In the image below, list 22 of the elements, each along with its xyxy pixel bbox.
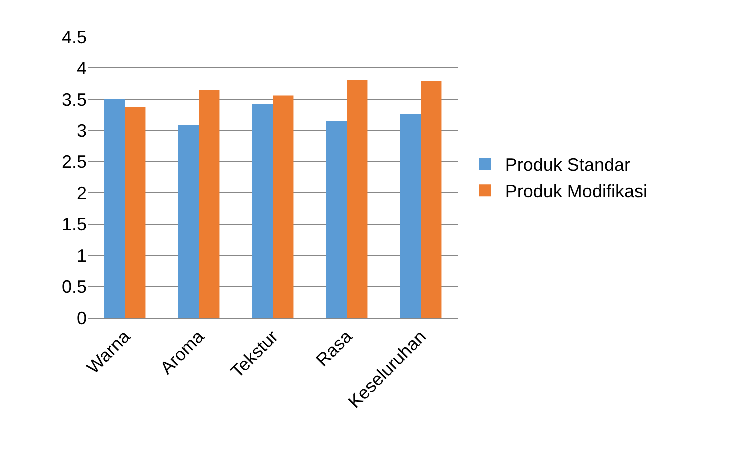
y-tick-label: 3 bbox=[76, 120, 87, 141]
bar bbox=[273, 96, 294, 318]
y-tick-label: 2 bbox=[76, 183, 87, 204]
y-tick-label: 3.5 bbox=[62, 90, 87, 110]
bar bbox=[252, 104, 273, 318]
y-tick-label: 4 bbox=[76, 58, 87, 79]
y-tick-label: 0 bbox=[76, 308, 87, 328]
y-tick-label: 1.5 bbox=[62, 214, 87, 235]
y-tick-label: 2.5 bbox=[62, 152, 87, 172]
bar bbox=[125, 106, 146, 318]
legend-label: Produk Modifikasi bbox=[505, 182, 648, 202]
bar bbox=[199, 90, 220, 318]
bar bbox=[347, 80, 368, 318]
legend-label: Produk Standar bbox=[505, 155, 630, 176]
y-tick-label: 0.5 bbox=[62, 277, 87, 298]
bar bbox=[178, 125, 199, 318]
bar bbox=[400, 114, 421, 318]
y-tick-label: 4.5 bbox=[62, 27, 87, 48]
y-tick-label: 1 bbox=[76, 246, 87, 266]
bar bbox=[421, 81, 442, 318]
bar bbox=[326, 121, 347, 318]
bar bbox=[104, 99, 125, 318]
